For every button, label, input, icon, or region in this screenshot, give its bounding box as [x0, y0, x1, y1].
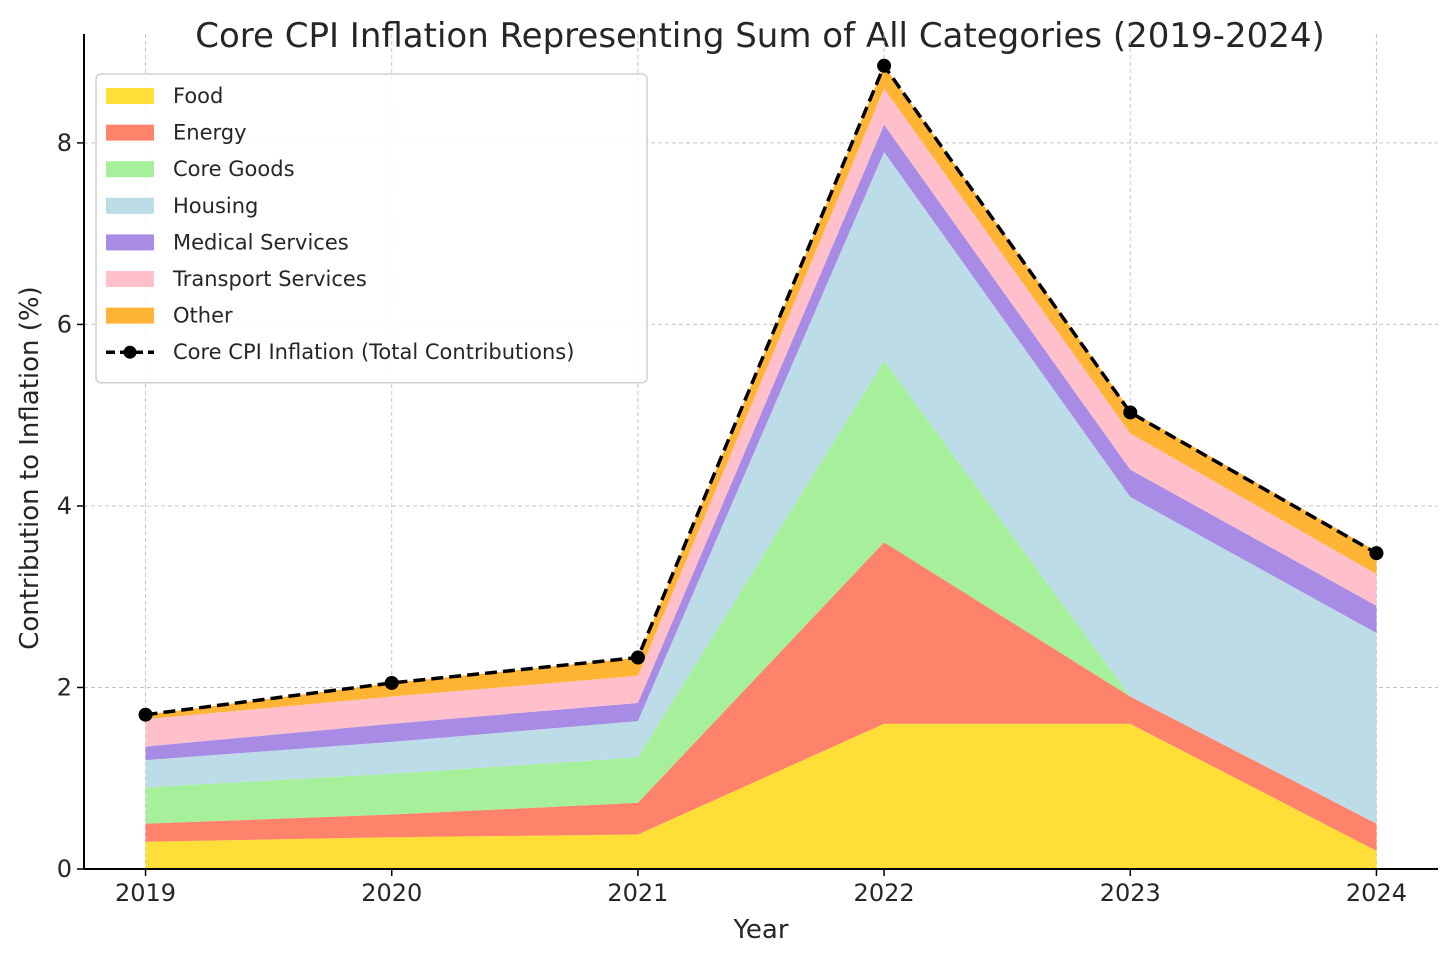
x-tick-label-2019: 2019: [115, 879, 176, 907]
x-tick-label-2024: 2024: [1346, 879, 1407, 907]
legend: Food Energy Core Goods Housing Medical Servi…: [95, 73, 648, 384]
total-point-2023: [1123, 405, 1138, 420]
legend-label-other: Other: [173, 304, 233, 328]
y-tick-label-8: 8: [57, 129, 72, 157]
chart-title: Core CPI Inflation Representing Sum of A…: [195, 16, 1325, 56]
total-line: [145, 64, 1378, 717]
area-core-goods: [145, 360, 1377, 824]
total-point-2024: [1369, 546, 1384, 561]
legend-swatch-other: [106, 307, 154, 324]
legend-label-food: Food: [173, 84, 223, 108]
total-point-2019: [138, 707, 153, 722]
legend-swatch-total-marker: [123, 345, 137, 359]
y-tick-label-4: 4: [57, 492, 72, 520]
area-housing: [145, 151, 1377, 824]
legend-label-core-goods: Core Goods: [173, 157, 295, 181]
y-tick-label-2: 2: [57, 673, 72, 701]
total-point-2021: [630, 650, 645, 665]
legend-swatch-medical-services: [106, 234, 154, 251]
total-point-2020: [384, 675, 399, 690]
total-point-2022: [877, 58, 892, 73]
y-tick-label-6: 6: [57, 310, 72, 338]
legend-swatch-core-goods: [106, 161, 154, 178]
legend-label-housing: Housing: [173, 194, 258, 218]
legend-label-transport-services: Transport Services: [172, 267, 367, 291]
y-tick-label-0: 0: [57, 855, 72, 883]
area-layer: [145, 65, 1377, 869]
total-line-layer: [138, 58, 1384, 722]
area-food: [145, 723, 1377, 869]
legend-box: [95, 73, 648, 384]
legend-swatch-food: [106, 88, 154, 104]
legend-label-energy: Energy: [173, 121, 247, 145]
area-energy: [145, 542, 1377, 851]
legend-swatch-transport-services: [106, 271, 154, 287]
legend-swatch-housing: [106, 197, 154, 214]
x-tick-label-2023: 2023: [1100, 879, 1161, 907]
x-tick-label-2020: 2020: [361, 879, 422, 907]
legend-swatch-energy: [106, 124, 154, 141]
x-tick-label-2021: 2021: [607, 879, 668, 907]
legend-label-medical-services: Medical Services: [173, 230, 349, 254]
y-axis-label: Contribution to Inflation (%): [15, 286, 45, 650]
axes: [83, 34, 1438, 870]
x-axis-label: Year: [732, 915, 788, 945]
tick-labels: 2019 2020 2021 2022 2023 2024 0 2 4 6 8: [57, 129, 1407, 907]
legend-label-total-line: Core CPI Inflation (Total Contributions): [173, 340, 574, 364]
x-tick-label-2022: 2022: [854, 879, 915, 907]
